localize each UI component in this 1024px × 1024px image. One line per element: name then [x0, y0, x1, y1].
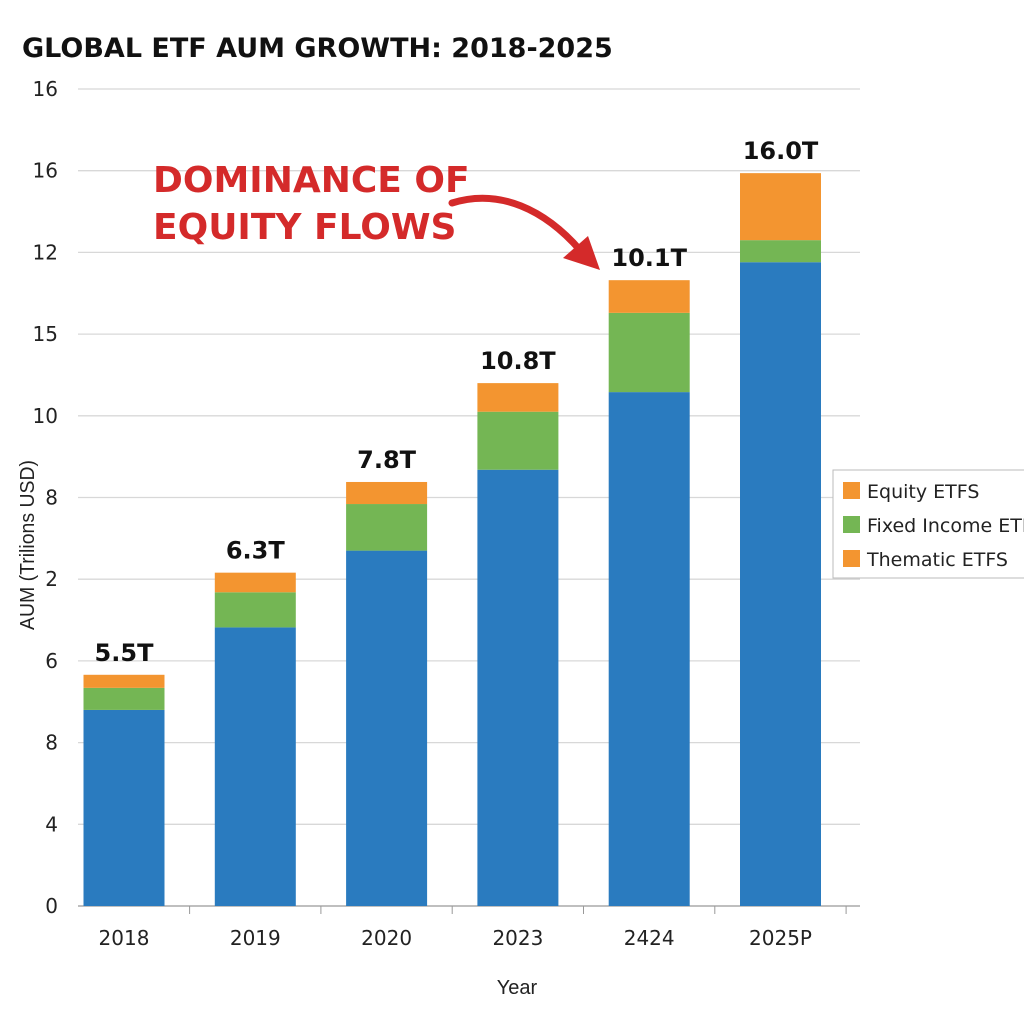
annotation: DOMINANCE OF EQUITY FLOWS	[153, 160, 600, 270]
legend-swatch	[843, 550, 860, 567]
y-tick-label: 2	[45, 567, 58, 591]
y-tick-label: 6	[45, 649, 58, 673]
bar-segment-2020-series-1	[346, 504, 428, 551]
data-label: 10.1T	[611, 244, 687, 272]
bar-segment-2018-series-0	[83, 709, 165, 906]
data-label: 5.5T	[95, 639, 155, 667]
y-axis-ticks: 0 4 8 6 2 8 10 15 12 16 16	[33, 77, 58, 918]
bar-segment-2025P-series-0	[740, 262, 821, 907]
y-tick-label: 8	[45, 731, 58, 755]
x-tick-label: 2424	[624, 926, 675, 950]
bar-segment-2020-series-2	[346, 481, 428, 505]
bar-segment-2019-series-1	[214, 592, 296, 628]
y-axis-label: AUM (Trilions USD)	[17, 460, 39, 630]
bar-segment-2424-series-2	[608, 280, 690, 313]
bar-segment-2023-series-2	[477, 383, 559, 412]
data-label: 6.3T	[226, 537, 286, 565]
gridlines	[78, 88, 860, 907]
bar-segment-2018-series-1	[83, 687, 165, 710]
annotation-line-2: EQUITY FLOWS	[153, 207, 456, 248]
bar-segment-2018-series-2	[83, 674, 165, 688]
bar-segment-2020-series-0	[346, 550, 428, 906]
legend-swatch	[843, 482, 860, 499]
x-axis-ticks: 2018 2019 2020 2023 2424 2025P	[99, 906, 847, 950]
bar-segment-2424-series-0	[608, 392, 690, 906]
legend-label: Equity ETFS	[867, 481, 979, 503]
chart-title: GLOBAL ETF AUM GROWTH: 2018-2025	[22, 33, 613, 64]
y-tick-label: 12	[33, 240, 58, 264]
annotation-line-1: DOMINANCE OF	[153, 160, 470, 201]
x-tick-label: 2020	[361, 926, 412, 950]
x-tick-label: 2019	[230, 926, 281, 950]
legend: Equity ETFS Fixed Income ETFS Thematic ETF…	[832, 469, 1024, 579]
annotation-arrow	[448, 194, 584, 254]
arrow-head-icon	[563, 236, 600, 270]
y-tick-label: 8	[45, 486, 58, 510]
legend-label: Thematic ETFS	[866, 549, 1008, 571]
bar-segment-2019-series-2	[214, 572, 296, 593]
data-label: 7.8T	[357, 446, 417, 474]
legend-label: Fixed Income ETFS	[867, 515, 1024, 537]
x-axis-label: Year	[497, 977, 538, 999]
y-tick-label: 4	[45, 812, 58, 836]
bars	[83, 173, 821, 907]
bar-segment-2025P-series-1	[740, 240, 821, 263]
x-tick-label: 2025P	[749, 926, 812, 950]
x-tick-label: 2023	[492, 926, 543, 950]
y-tick-label: 16	[33, 159, 58, 183]
data-label: 10.8T	[480, 347, 556, 375]
bar-segment-2025P-series-2	[740, 173, 821, 241]
y-tick-label: 10	[33, 404, 58, 428]
data-label: 16.0T	[743, 137, 819, 165]
legend-swatch	[843, 516, 860, 533]
data-labels: 5.5T 6.3T 7.8T 10.8T 10.1T 16.0T	[95, 137, 819, 667]
bar-segment-2424-series-1	[608, 312, 690, 393]
x-tick-label: 2018	[99, 926, 150, 950]
bar-segment-2019-series-0	[214, 627, 296, 906]
y-tick-label: 15	[33, 322, 58, 346]
bar-segment-2023-series-1	[477, 411, 559, 470]
y-tick-label: 16	[33, 77, 58, 101]
bar-segment-2023-series-0	[477, 469, 559, 906]
y-tick-label: 0	[45, 894, 58, 918]
